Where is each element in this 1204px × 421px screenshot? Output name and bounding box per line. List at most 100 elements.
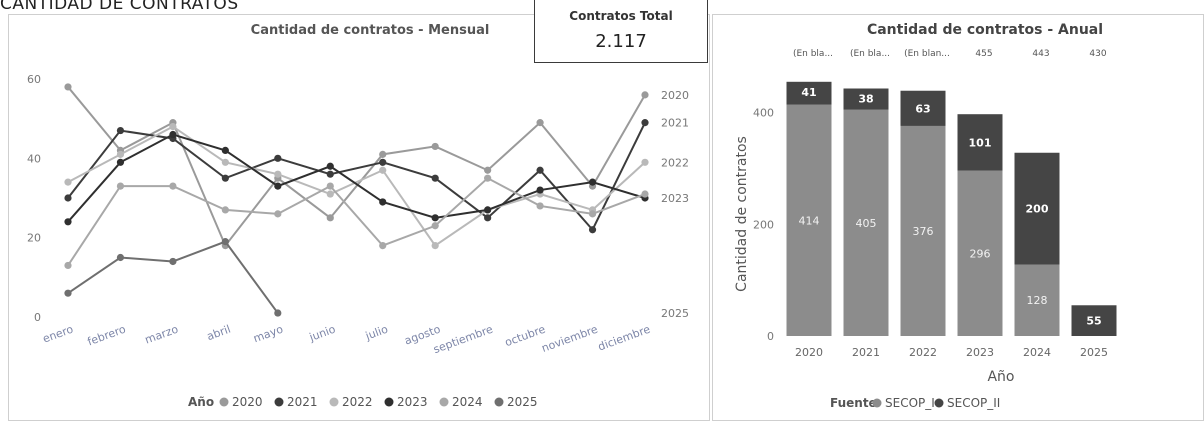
data-point-2023 — [431, 214, 439, 222]
bar-chart-legend: Fuente SECOP_I SECOP_II — [830, 396, 1000, 410]
data-point-2022 — [641, 158, 649, 166]
series-line-2022 — [67, 125, 646, 247]
data-point-2022 — [64, 178, 72, 186]
bar-value-label: 128 — [1027, 294, 1048, 307]
data-point-2022 — [221, 158, 229, 166]
bar-secop-i-2021 — [843, 109, 889, 336]
data-point-2021 — [536, 166, 544, 174]
y-tick-label: 0 — [34, 311, 41, 324]
legend-marker-2024 — [439, 397, 449, 407]
bar-secop-ii-2024 — [1014, 152, 1060, 265]
data-point-2020 — [326, 214, 334, 222]
data-point-2020 — [641, 91, 649, 99]
bar-value-label: 101 — [969, 136, 992, 149]
data-point-2020 — [379, 150, 387, 158]
page-header: CANTIDAD DE CONTRATOS — [0, 0, 239, 14]
data-point-2024 — [641, 190, 649, 198]
y-tick-label: 40 — [27, 152, 41, 165]
bar-secop-ii-2020 — [786, 81, 832, 105]
x-tick-label: junio — [307, 323, 338, 345]
data-point-2021 — [221, 174, 229, 182]
total-label: (En blan... — [904, 49, 950, 59]
y-tick-label: 200 — [753, 218, 774, 231]
data-point-2020 — [64, 83, 72, 91]
data-point-2023 — [379, 198, 387, 206]
data-point-2021 — [274, 154, 282, 162]
data-point-2024 — [64, 261, 72, 270]
data-point-2024 — [116, 182, 125, 190]
series-line-2024 — [67, 176, 646, 266]
legend-label: 2024 — [452, 395, 483, 409]
data-point-2024 — [169, 182, 177, 190]
data-point-2025 — [169, 257, 177, 266]
bar-value-label: 414 — [799, 214, 820, 227]
legend-marker-2021 — [274, 397, 284, 407]
data-point-2021 — [64, 194, 72, 202]
data-point-2023 — [326, 162, 334, 170]
data-point-2022 — [169, 123, 177, 131]
legend-marker-2022 — [329, 397, 339, 407]
data-point-2021 — [116, 126, 125, 135]
y-axis-label: Cantidad de contratos — [734, 136, 750, 292]
data-point-2024 — [274, 210, 282, 218]
legend-label: 2025 — [507, 395, 538, 409]
line-chart-title: Cantidad de contratos - Mensual — [251, 23, 490, 38]
data-point-2022 — [116, 150, 125, 158]
legend-title: Fuente — [830, 396, 877, 410]
data-point-2021 — [484, 214, 492, 222]
legend-label: 2021 — [287, 395, 318, 409]
data-point-2021 — [326, 170, 334, 178]
legend-marker-2025 — [494, 397, 504, 407]
bar-secop-ii-2025 — [1071, 305, 1117, 336]
total-label: 455 — [975, 49, 992, 59]
data-point-2024 — [221, 206, 229, 214]
bar-secop-ii-2023 — [957, 114, 1003, 171]
legend-label: 2022 — [342, 395, 373, 409]
x-tick-label: 2023 — [966, 346, 994, 359]
data-point-2022 — [431, 242, 439, 250]
total-label: (En bla... — [793, 49, 833, 59]
data-point-2025 — [274, 309, 282, 317]
data-point-2024 — [379, 242, 387, 250]
series-end-label: 2021 — [661, 117, 689, 130]
x-tick-label: 2025 — [1080, 346, 1108, 359]
data-point-2023 — [536, 186, 544, 194]
legend-marker-SECOP_I — [872, 398, 882, 408]
series-end-label: 2020 — [661, 89, 689, 102]
series-end-label: 2023 — [661, 192, 689, 205]
data-point-2024 — [536, 202, 544, 210]
annual-bar-chart: Cantidad de contratos - Anual 0 200 400 Cant… — [734, 22, 1117, 410]
x-tick-label: 2020 — [795, 346, 823, 359]
data-point-2022 — [379, 166, 387, 174]
legend-title: Año — [188, 395, 214, 409]
y-tick-label: 20 — [27, 232, 41, 245]
data-point-2022 — [326, 190, 334, 198]
x-tick-label: diciembre — [596, 323, 652, 354]
x-tick-label: 2024 — [1023, 346, 1051, 359]
series-end-label: 2022 — [661, 156, 689, 169]
x-tick-label: septiembre — [432, 323, 495, 357]
bar-value-label: 296 — [970, 247, 991, 260]
data-point-2020 — [536, 119, 544, 127]
data-point-2020 — [484, 166, 492, 174]
series-end-label: 2025 — [661, 307, 689, 320]
kpi-card-label: Contratos Total — [569, 9, 673, 23]
bar-secop-i-2022 — [900, 125, 946, 336]
data-point-2024 — [326, 182, 334, 190]
series-line-2020 — [67, 86, 646, 248]
series-line-2023 — [67, 133, 646, 223]
bar-value-label: 55 — [1086, 315, 1101, 328]
y-tick-label: 60 — [27, 73, 41, 86]
x-tick-label: julio — [363, 323, 390, 343]
total-label: (En bla... — [850, 49, 890, 59]
data-point-2025 — [221, 238, 229, 246]
bar-value-label: 41 — [801, 86, 816, 99]
data-point-2025 — [64, 289, 72, 297]
x-tick-label: abril — [205, 323, 232, 344]
data-point-2021 — [588, 226, 597, 234]
data-point-2024 — [431, 222, 439, 230]
line-chart-legend: Año 2020 2021 2022 2023 2024 2025 — [188, 395, 538, 409]
bar-secop-i-2024 — [1014, 264, 1060, 336]
x-tick-label: 2021 — [852, 346, 880, 359]
data-point-2021 — [431, 174, 439, 182]
